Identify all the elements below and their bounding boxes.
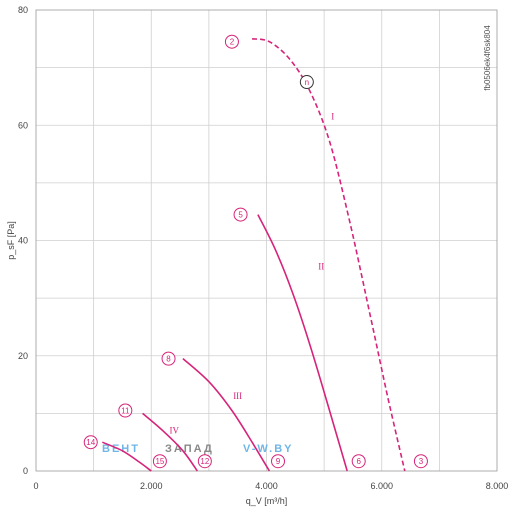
marker-15: 15 [152, 454, 167, 469]
marker-3: 3 [413, 454, 428, 469]
watermark-part-3: V-W.BY [243, 443, 294, 455]
x-tick-label: 8.000 [486, 481, 509, 491]
series-curve-ii [257, 214, 348, 472]
series-label: III [233, 391, 242, 401]
x-tick-label: 6.000 [370, 481, 393, 491]
marker-12: 12 [197, 454, 212, 469]
watermark: ВЕНТ ЗАПАД V-W.BY [102, 443, 294, 455]
y-tick-label: 20 [18, 351, 28, 361]
marker-label: 3 [419, 457, 424, 466]
marker-circle [197, 454, 212, 469]
marker-circle [413, 454, 428, 469]
x-tick-label: 4.000 [255, 481, 278, 491]
series-curve-iv [142, 412, 198, 472]
series-label: I [331, 111, 334, 121]
plot-frame [35, 9, 498, 472]
marker-9: 9 [271, 454, 286, 469]
side-code-label: fb0506ek4f6sk804 [483, 25, 492, 91]
marker-circle [299, 75, 314, 90]
marker-label: 8 [166, 355, 171, 364]
marker-label: 11 [121, 406, 130, 415]
axis-ticks: 0 2.000 4.000 6.000 8.000 0 20 40 60 80 [18, 5, 508, 491]
marker-14: 14 [83, 435, 98, 450]
marker-11: 11 [118, 403, 133, 418]
y-tick-label: 80 [18, 5, 28, 15]
marker-circle [161, 351, 176, 366]
marker-label: 6 [356, 457, 361, 466]
marker-label: n [305, 78, 309, 87]
operating-point-markers: 2 n 5 8 11 14 15 12 9 6 3 [83, 34, 428, 469]
series-label: IV [170, 426, 180, 436]
marker-n: n [299, 75, 314, 90]
x-axis-title: q_V [m³/h] [246, 496, 288, 506]
marker-8: 8 [161, 351, 176, 366]
marker-circle [118, 403, 133, 418]
x-tick-label: 2.000 [140, 481, 163, 491]
marker-label: 15 [155, 457, 164, 466]
marker-label: 14 [86, 438, 95, 447]
marker-2: 2 [224, 34, 239, 49]
marker-circle [224, 34, 239, 49]
marker-circle [83, 435, 98, 450]
marker-label: 12 [200, 457, 209, 466]
series-label: II [318, 261, 324, 271]
marker-circle [271, 454, 286, 469]
series-curves [101, 38, 406, 472]
marker-label: 5 [238, 211, 243, 220]
y-tick-label: 0 [23, 466, 28, 476]
y-axis-title: p_sF [Pa] [6, 221, 16, 260]
series-curve-i [251, 38, 406, 472]
grid [36, 10, 497, 471]
marker-circle [233, 207, 248, 222]
watermark-part-2: ЗАПАД [165, 443, 214, 455]
marker-circle [351, 454, 366, 469]
marker-circle [152, 454, 167, 469]
marker-6: 6 [351, 454, 366, 469]
marker-5: 5 [233, 207, 248, 222]
y-tick-label: 40 [18, 236, 28, 246]
y-tick-label: 60 [18, 120, 28, 130]
marker-label: 9 [276, 457, 281, 466]
marker-label: 2 [230, 38, 235, 47]
series-curve-iii [182, 358, 271, 472]
x-tick-label: 0 [33, 481, 38, 491]
series-curve-v [101, 441, 152, 472]
